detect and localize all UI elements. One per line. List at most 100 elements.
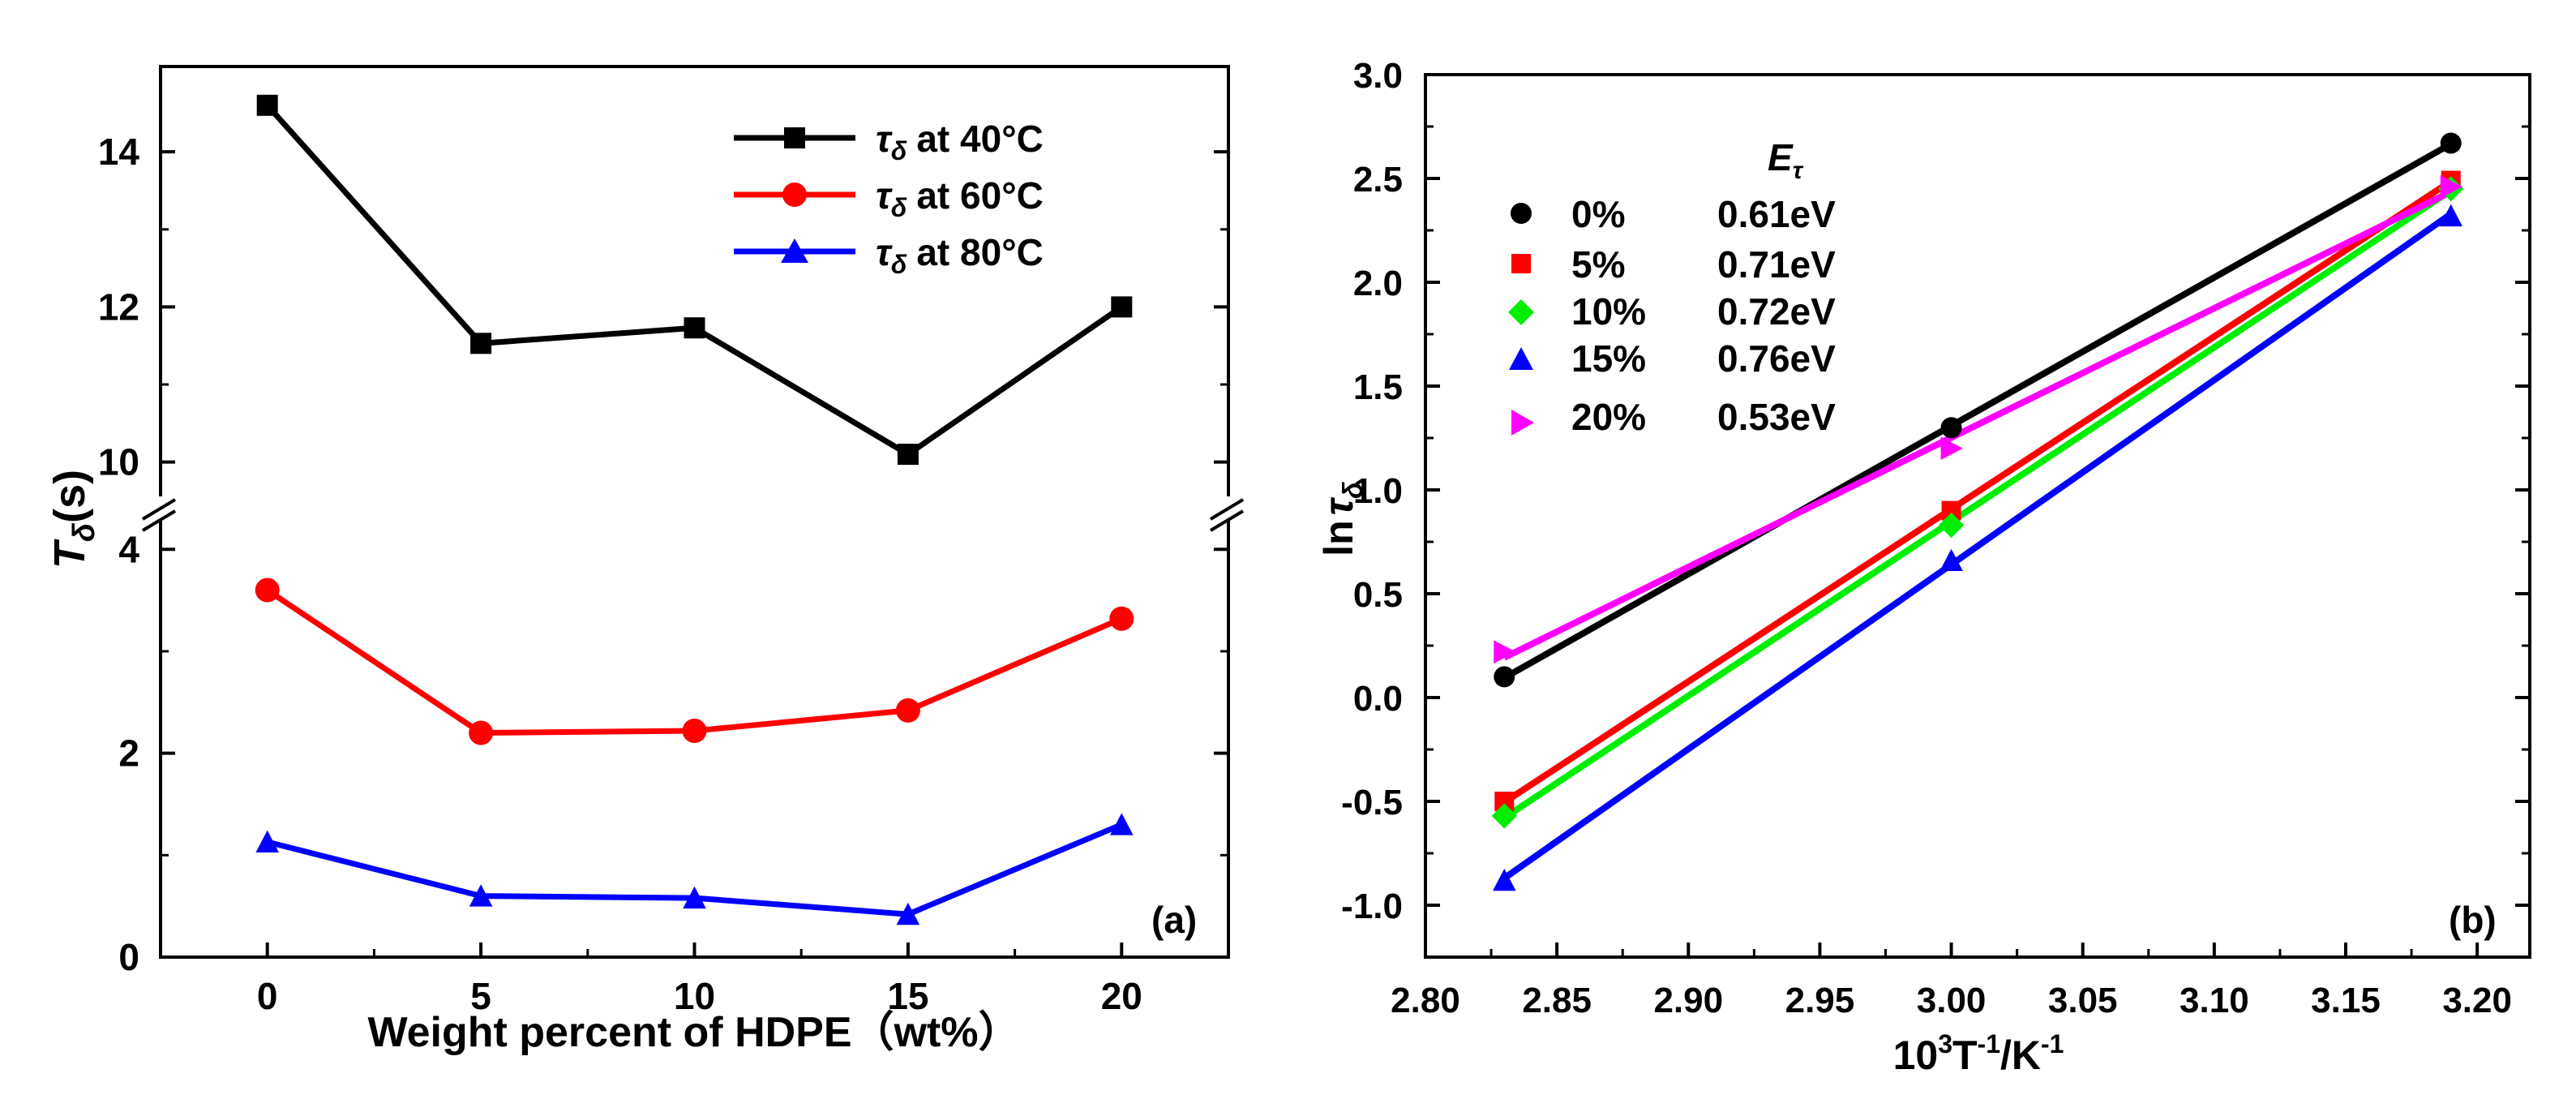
legend-marker-20pct [1511, 410, 1534, 436]
data-point-b-0-0 [1494, 666, 1515, 688]
data-point-b-2-1 [1938, 512, 1965, 539]
legend-name-40c: at 40°C [916, 118, 1043, 160]
panel-label-a: (a) [1151, 899, 1197, 941]
legend-title-b-main: E [1768, 136, 1794, 178]
data-point-b-4-1 [1940, 436, 1963, 461]
y-tick-label-a-4: 4 [118, 528, 139, 570]
x-tick-label-a-5: 5 [470, 975, 491, 1017]
y-axis-title-a-main: T [45, 539, 94, 569]
legend-name-15pct: 15% [1571, 337, 1646, 380]
data-point-b-4-0 [1494, 640, 1516, 663]
legend-name-0pct: 0% [1571, 193, 1625, 235]
legend-marker-15pct [1509, 347, 1533, 370]
panel-b: 2.80 2.85 2.90 2.95 3.00 3.05 3.10 3.15 3.20 -1.0… [1316, 56, 2531, 1078]
legend-item-5pct: 5% 0.71eV [1511, 243, 1836, 286]
x-axis-title-b-sup1: 3 [1938, 1029, 1952, 1058]
y-tick-label-b--1.0: -1.0 [1341, 887, 1403, 926]
legend-name-80c: at 80°C [916, 231, 1043, 273]
data-point-a-1-1 [469, 720, 494, 745]
legend-name-5pct: 5% [1571, 243, 1625, 286]
legend-item-15pct: 15% 0.76eV [1509, 337, 1836, 380]
y-tick-label-a-10: 10 [98, 441, 139, 483]
legend-name-60c: at 60°C [916, 174, 1043, 217]
legend-energy-15pct: 0.76eV [1717, 337, 1836, 380]
legend-title-b: Eτ [1768, 136, 1804, 184]
legend-marker-80c [781, 238, 808, 263]
legend-label-80c: τδ at 80°C [876, 231, 1044, 279]
panel-a-frame [159, 65, 1230, 959]
legend-label-40c: τδ at 40°C [876, 118, 1044, 165]
x-tick-label-b-2.90: 2.90 [1653, 981, 1723, 1020]
data-point-a-2-2 [683, 886, 706, 909]
axis-break-right [1209, 496, 1245, 532]
data-point-a-1-4 [1109, 606, 1134, 631]
legend-sub-40c: δ [891, 136, 907, 165]
x-axis-title-b-mid2: /K [2000, 1033, 2041, 1078]
y-axis-title-b-sym: τ [1316, 496, 1361, 515]
legend-item-80c: τδ at 80°C [734, 231, 1044, 279]
y-tick-label-b-1.5: 1.5 [1353, 367, 1403, 407]
legend-marker-0pct [1511, 203, 1532, 224]
y-axis-title-b: ln τδ [1316, 482, 1369, 556]
x-tick-label-b-2.80: 2.80 [1391, 981, 1460, 1020]
y-tick-label-b-0.5: 0.5 [1353, 575, 1403, 615]
y-axis-title-a-sub: δ [67, 522, 101, 542]
data-point-b-2-0 [1491, 803, 1517, 829]
y-tick-label-a-12: 12 [98, 286, 139, 328]
data-point-a-0-1 [470, 333, 492, 354]
x-tick-label-a-15: 15 [887, 975, 928, 1017]
legend-marker-40c [784, 127, 805, 148]
x-axis-title-b-sup2: -1 [1978, 1029, 2000, 1058]
axis-break-left [141, 496, 177, 532]
legend-marker-60c [782, 182, 807, 207]
legend-energy-20pct: 0.53eV [1717, 396, 1836, 438]
x-axis-title-b-mid: T [1952, 1033, 1978, 1078]
x-axis-title-a: Weight percent of HDPE（wt%） [367, 1009, 1020, 1056]
data-point-a-1-0 [255, 578, 280, 603]
data-point-b-3-0 [1492, 868, 1516, 891]
fit-line-b-2 [1502, 187, 2453, 821]
data-point-b-3-1 [1940, 548, 1963, 572]
fit-line-b-3 [1502, 211, 2454, 881]
x-tick-label-b-3.20: 3.20 [2442, 981, 2512, 1020]
data-point-a-2-4 [1110, 813, 1134, 835]
data-point-a-2-3 [896, 902, 920, 925]
legend-marker-5pct [1511, 254, 1531, 273]
data-point-a-1-2 [682, 718, 707, 743]
data-point-a-0-2 [684, 317, 705, 339]
y-tick-label-b-1.0: 1.0 [1353, 471, 1403, 511]
x-axis-title-b-sup3: -1 [2041, 1029, 2064, 1058]
legend-sub-80c: δ [891, 250, 907, 279]
y-tick-label-b-0.0: 0.0 [1353, 679, 1403, 719]
legend-marker-10pct [1508, 299, 1534, 325]
legend-symbol-80c: τ [876, 231, 893, 273]
legend-b: Eτ 0% 0.61eV 5% 0.71eV 10% 0.72eV 15% 0.… [1508, 136, 1836, 438]
legend-item-40c: τδ at 40°C [734, 118, 1044, 165]
data-point-b-4-2 [2440, 174, 2463, 199]
series-line-a-1 [265, 587, 1123, 736]
x-tick-label-b-3.15: 3.15 [2311, 981, 2381, 1020]
legend-a: τδ at 40°C τδ at 60°C τδ at 80°C [734, 118, 1044, 279]
legend-energy-0pct: 0.61eV [1717, 193, 1836, 235]
y-tick-label-b-2.0: 2.0 [1353, 264, 1403, 303]
legend-item-0pct: 0% 0.61eV [1511, 193, 1836, 235]
legend-symbol-40c: τ [876, 118, 893, 160]
x-tick-label-b-3.05: 3.05 [2048, 981, 2118, 1020]
panel-label-b: (b) [2449, 899, 2497, 941]
y-axis-title-a: Tδ(s) [45, 470, 101, 569]
legend-sub-60c: δ [891, 193, 907, 222]
data-point-b-3-2 [2439, 204, 2463, 227]
data-point-a-0-4 [1111, 296, 1133, 318]
legend-item-10pct: 10% 0.72eV [1508, 290, 1836, 333]
y-tick-label-a-2: 2 [118, 732, 139, 775]
fit-line-b-1 [1502, 178, 2453, 805]
data-point-a-2-0 [255, 830, 279, 852]
y-axis-title-a-unit: (s) [45, 470, 94, 523]
legend-energy-5pct: 0.71eV [1717, 243, 1836, 286]
legend-symbol-60c: τ [876, 174, 893, 217]
x-tick-label-a-20: 20 [1101, 975, 1142, 1017]
x-tick-label-a-10: 10 [674, 975, 715, 1017]
panel-b-frame [1424, 73, 2531, 959]
